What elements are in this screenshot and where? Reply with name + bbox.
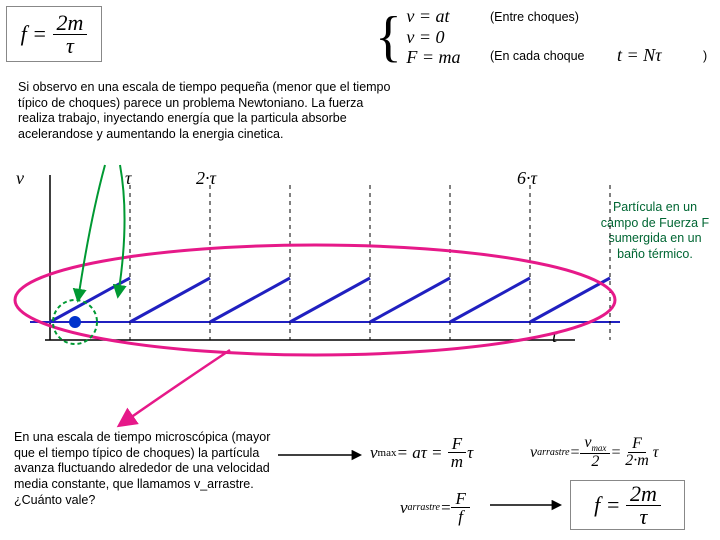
diagram-svg — [0, 0, 720, 540]
